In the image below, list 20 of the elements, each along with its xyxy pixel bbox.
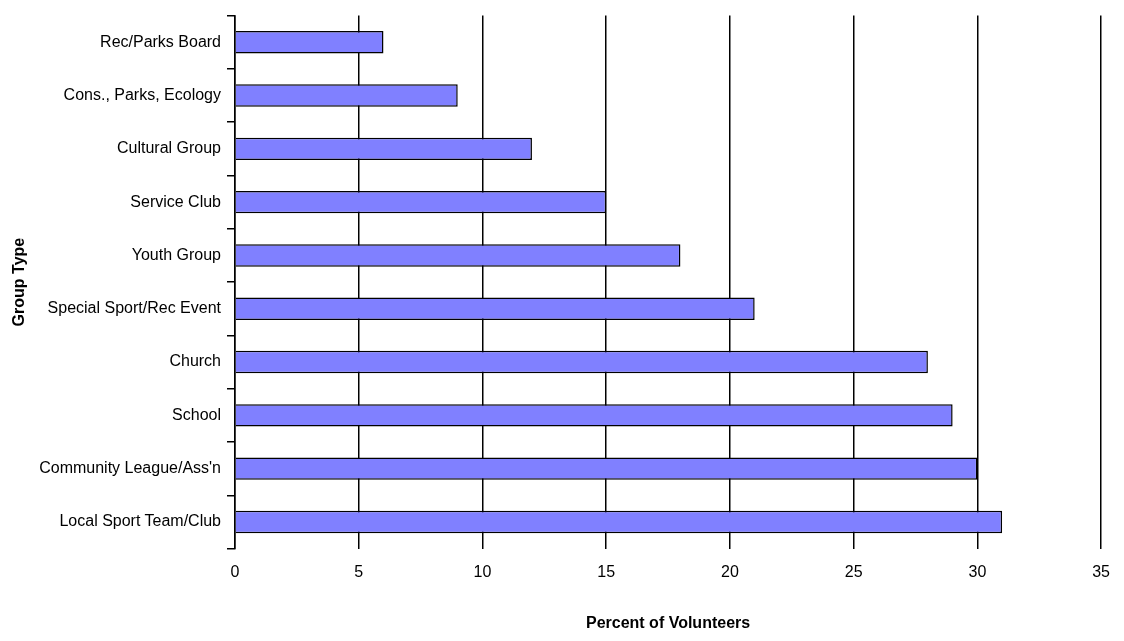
y-tick-label: Community League/Ass'n — [39, 459, 222, 477]
x-tick-label: 25 — [844, 562, 863, 580]
y-tick-label: Church — [169, 352, 222, 370]
x-axis-title: Percent of Volunteers — [585, 613, 751, 631]
y-tick-label: Local Sport Team/Club — [59, 512, 222, 530]
x-tick-label: 0 — [230, 562, 240, 580]
y-tick-label: School — [172, 405, 222, 423]
x-tick-label: 5 — [354, 562, 364, 580]
y-axis-title: Group Type — [10, 237, 28, 327]
x-tick-label: 10 — [473, 562, 492, 580]
y-tick-label: Service Club — [130, 192, 222, 210]
y-tick-label: Rec/Parks Board — [100, 32, 222, 50]
x-tick-label: 15 — [597, 562, 616, 580]
y-tick-label: Cons., Parks, Ecology — [63, 85, 222, 103]
y-tick-label: Youth Group — [131, 245, 222, 263]
y-tick-label: Special Sport/Rec Event — [47, 299, 222, 317]
x-tick-label: 30 — [968, 562, 987, 580]
y-tick-label: Cultural Group — [116, 139, 222, 157]
x-tick-label: 35 — [1092, 562, 1111, 580]
x-tick-label: 20 — [721, 562, 739, 580]
